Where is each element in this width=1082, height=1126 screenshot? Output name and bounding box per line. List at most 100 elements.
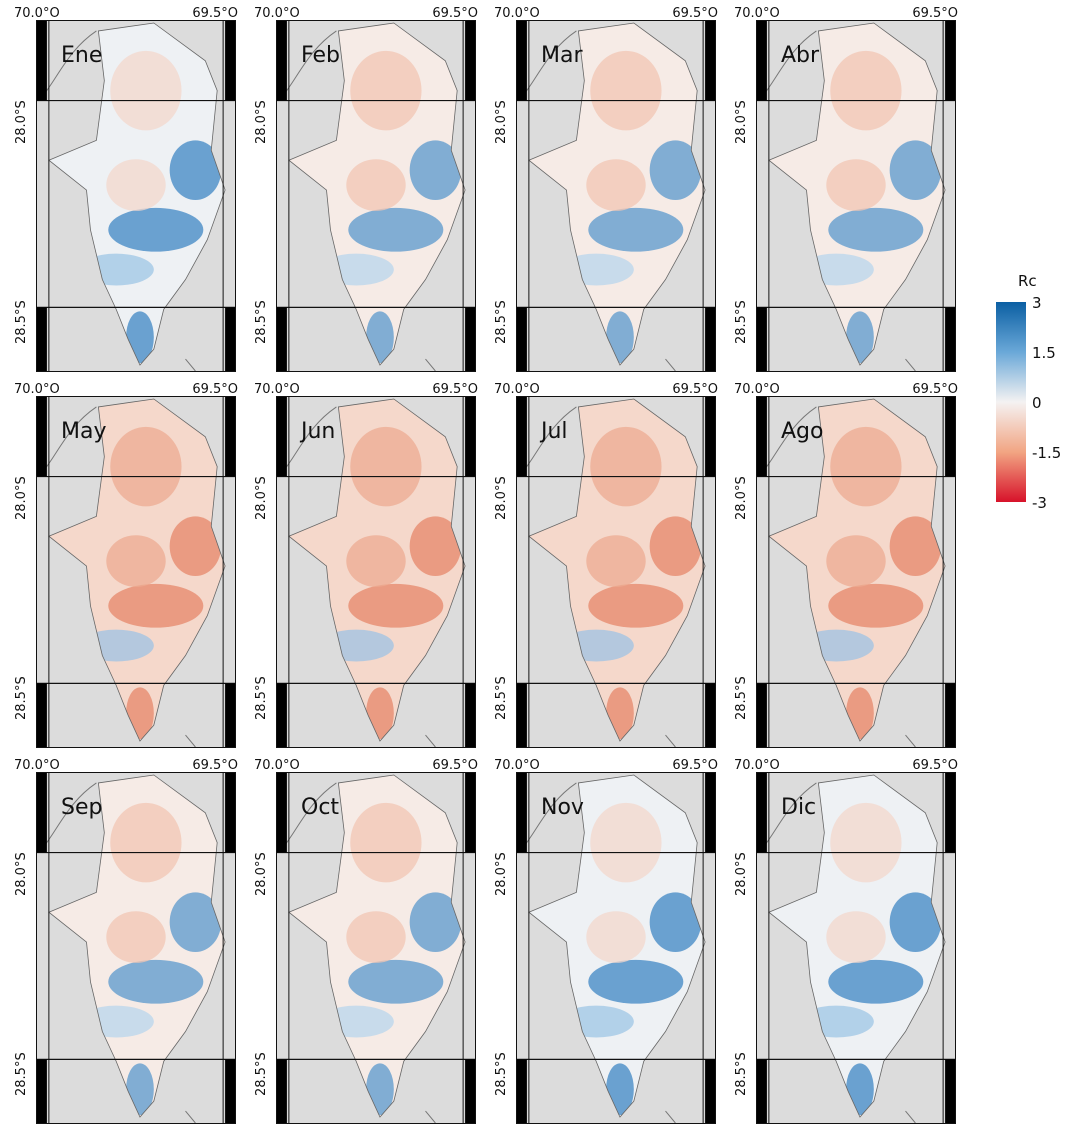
longitude-label: 69.5°O — [672, 758, 718, 773]
raster-map — [37, 397, 235, 747]
latitude-label: 28.0°S — [494, 100, 509, 144]
longitude-label: 69.5°O — [672, 382, 718, 397]
longitude-label: 69.5°O — [432, 382, 478, 397]
raster-patch — [798, 629, 874, 662]
raster-patch — [846, 311, 874, 364]
raster-patch — [350, 802, 422, 883]
frame-bar — [277, 1059, 287, 1123]
raster-patch — [409, 140, 462, 200]
frame-bar — [705, 397, 715, 477]
latitude-label: 28.5°S — [14, 300, 29, 344]
raster-patch — [409, 892, 462, 952]
frame-bar — [945, 683, 955, 747]
month-label: Feb — [301, 43, 340, 68]
raster-map — [37, 773, 235, 1123]
month-label: Abr — [781, 43, 820, 68]
raster-patch — [889, 892, 942, 952]
frame-bar — [517, 1059, 527, 1123]
raster-patch — [588, 959, 684, 1004]
raster-map — [517, 773, 715, 1123]
latitude-label: 28.5°S — [734, 676, 749, 720]
frame-bar — [37, 21, 47, 101]
raster-patch — [828, 583, 924, 628]
frame-bar — [705, 1059, 715, 1123]
map-panel-ago: 70.0°O 69.5°O 28.0°S 28.5°S Ago — [728, 380, 958, 748]
raster-patch — [846, 687, 874, 740]
frame-bar — [945, 1059, 955, 1123]
raster-patch — [108, 583, 204, 628]
frame-bar — [277, 683, 287, 747]
frame-bar — [465, 1059, 475, 1123]
longitude-label: 70.0°O — [494, 6, 540, 21]
frame-bar — [277, 397, 287, 477]
raster-patch — [346, 159, 406, 211]
latitude-label: 28.0°S — [734, 852, 749, 896]
longitude-label: 69.5°O — [912, 6, 958, 21]
legend-tick: -1.5 — [1032, 444, 1062, 462]
raster-patch — [106, 535, 166, 587]
map-panel-jul: 70.0°O 69.5°O 28.0°S 28.5°S Jul — [488, 380, 718, 748]
raster-patch — [826, 159, 886, 211]
raster-patch — [606, 687, 634, 740]
raster-patch — [110, 802, 182, 883]
frame-bar — [277, 21, 287, 101]
raster-map — [277, 397, 475, 747]
frame-bar — [705, 307, 715, 371]
raster-patch — [590, 426, 662, 507]
frame-bar — [705, 773, 715, 853]
latitude-label: 28.0°S — [254, 100, 269, 144]
map-panel-nov: 70.0°O 69.5°O 28.0°S 28.5°S Nov — [488, 756, 718, 1124]
raster-patch — [586, 159, 646, 211]
raster-patch — [830, 50, 902, 131]
frame-bar — [37, 1059, 47, 1123]
raster-map — [37, 21, 235, 371]
raster-patch — [126, 1063, 154, 1116]
raster-patch — [110, 50, 182, 131]
raster-patch — [169, 140, 222, 200]
longitude-label: 70.0°O — [14, 382, 60, 397]
frame-bar — [37, 773, 47, 853]
frame-bar — [277, 307, 287, 371]
frame-bar — [757, 683, 767, 747]
raster-patch — [798, 253, 874, 286]
raster-patch — [110, 426, 182, 507]
raster-patch — [366, 1063, 394, 1116]
map-panel-may: 70.0°O 69.5°O 28.0°S 28.5°S May — [8, 380, 238, 748]
latitude-label: 28.5°S — [14, 1052, 29, 1096]
legend-color-bar — [996, 302, 1026, 502]
raster-patch — [169, 516, 222, 576]
frame-bar — [225, 773, 235, 853]
longitude-label: 70.0°O — [734, 758, 780, 773]
longitude-label: 70.0°O — [494, 758, 540, 773]
month-label: Oct — [301, 795, 340, 820]
frame-bar — [465, 773, 475, 853]
raster-patch — [348, 207, 444, 252]
frame-bar — [517, 307, 527, 371]
longitude-label: 70.0°O — [254, 6, 300, 21]
month-label: Ago — [781, 419, 824, 444]
longitude-label: 69.5°O — [912, 382, 958, 397]
raster-map — [277, 773, 475, 1123]
raster-patch — [126, 687, 154, 740]
raster-patch — [606, 311, 634, 364]
raster-patch — [318, 253, 394, 286]
frame-bar — [37, 683, 47, 747]
latitude-label: 28.0°S — [14, 476, 29, 520]
map-frame: Feb — [276, 20, 476, 372]
raster-patch — [366, 311, 394, 364]
map-panel-dic: 70.0°O 69.5°O 28.0°S 28.5°S Dic — [728, 756, 958, 1124]
frame-bar — [945, 773, 955, 853]
latitude-label: 28.5°S — [494, 676, 509, 720]
map-panel-sep: 70.0°O 69.5°O 28.0°S 28.5°S Sep — [8, 756, 238, 1124]
month-label: Sep — [61, 795, 103, 820]
raster-patch — [828, 207, 924, 252]
legend-tick: 0 — [1032, 394, 1042, 412]
latitude-label: 28.0°S — [734, 100, 749, 144]
frame-bar — [705, 21, 715, 101]
raster-patch — [826, 535, 886, 587]
latitude-label: 28.5°S — [254, 300, 269, 344]
raster-map — [757, 773, 955, 1123]
latitude-label: 28.5°S — [494, 300, 509, 344]
frame-bar — [757, 1059, 767, 1123]
raster-patch — [350, 50, 422, 131]
